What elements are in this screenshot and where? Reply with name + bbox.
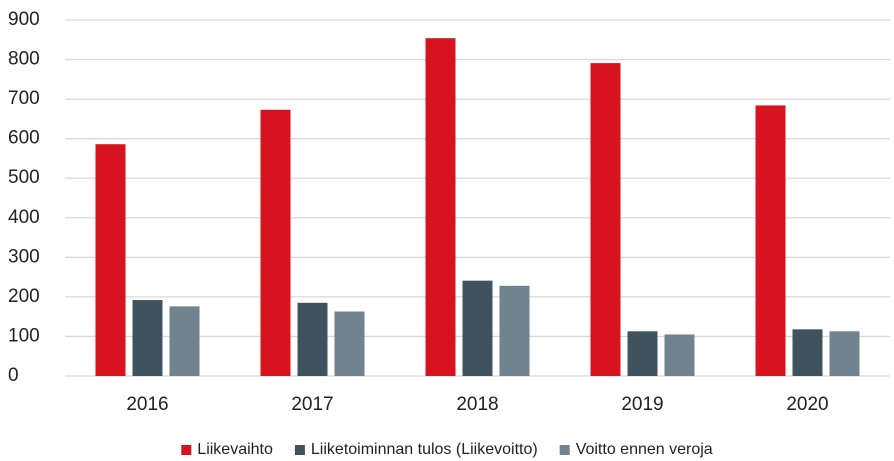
bar: [590, 63, 621, 377]
y-tick-label: 100: [8, 325, 40, 346]
y-tick-label: 700: [8, 88, 40, 109]
y-tick-label: 300: [8, 246, 40, 267]
legend-label: Liiketoiminnan tulos (Liikevoitto): [311, 441, 538, 458]
x-tick-label: 2019: [621, 394, 663, 415]
bar: [260, 109, 291, 377]
bar: [334, 311, 365, 376]
legend-swatch: [294, 445, 305, 455]
y-tick-label: 600: [8, 128, 40, 149]
bar: [627, 331, 658, 376]
y-tick-label: 0: [8, 365, 19, 386]
x-tick-label: 2020: [786, 394, 828, 415]
bar: [132, 300, 163, 376]
y-tick-label: 900: [8, 9, 40, 30]
y-tick-label: 400: [8, 207, 40, 228]
bar: [169, 306, 200, 376]
bar: [95, 144, 126, 376]
legend-swatch: [181, 445, 192, 455]
x-tick-label: 2016: [126, 394, 168, 415]
bar: [829, 331, 860, 376]
legend-label: Liikevaihto: [197, 441, 273, 458]
bar: [755, 105, 786, 376]
y-tick-label: 200: [8, 286, 40, 307]
legend-swatch: [559, 445, 570, 455]
x-tick-label: 2017: [291, 394, 333, 415]
legend-label: Voitto ennen veroja: [576, 441, 713, 458]
y-tick-label: 800: [8, 49, 40, 70]
bar: [297, 302, 328, 376]
bar: [425, 38, 456, 376]
y-tick-label: 500: [8, 167, 40, 188]
bar: [664, 334, 695, 376]
bar: [499, 285, 530, 376]
bar: [462, 280, 493, 376]
bar: [792, 329, 823, 376]
x-tick-label: 2018: [456, 394, 498, 415]
